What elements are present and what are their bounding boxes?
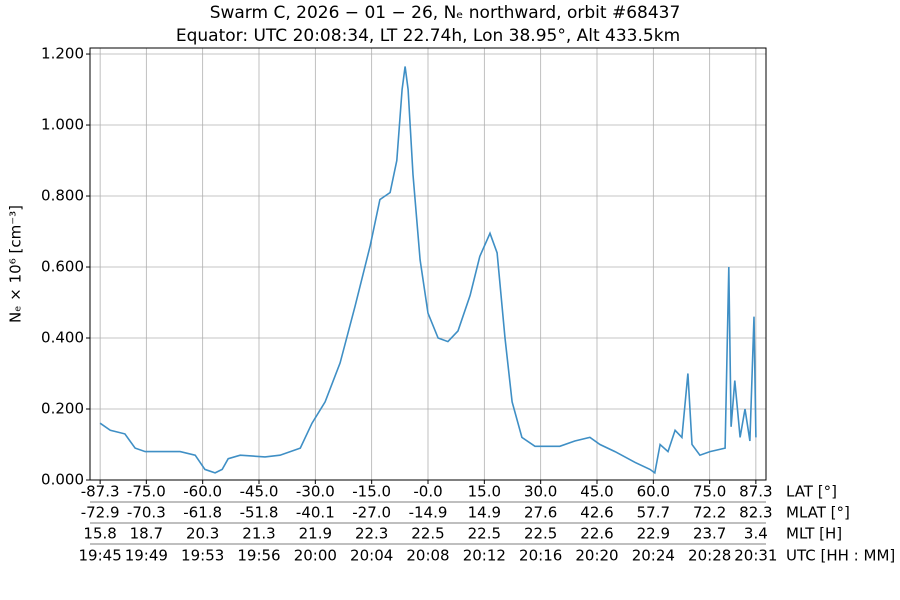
x-tick-row-label: 20:28 — [688, 547, 731, 565]
x-tick-row-label: -40.1 — [296, 504, 335, 522]
x-tick-row-label: 27.6 — [524, 504, 557, 522]
x-tick-row-label: 82.3 — [739, 504, 772, 522]
x-tick-row-label: -70.3 — [127, 504, 166, 522]
x-tick-row-label: 20:16 — [519, 547, 562, 565]
x-tick-row-label: 21.9 — [299, 525, 332, 543]
y-tick-label: 0.600 — [41, 258, 84, 276]
x-tick-row-label: 14.9 — [468, 504, 501, 522]
x-tick-label: 60.0 — [637, 483, 670, 501]
chart-subtitle: Equator: UTC 20:08:34, LT 22.74h, Lon 38… — [176, 26, 680, 46]
x-tick-row-label: 18.7 — [130, 525, 163, 543]
x-axis-label: LAT [°] — [786, 483, 837, 501]
x-tick-row-label: 23.7 — [693, 525, 726, 543]
x-tick-label: -60.0 — [183, 483, 222, 501]
x-tick-row-label: 19:49 — [125, 547, 168, 565]
x-tick-label: -45.0 — [240, 483, 279, 501]
x-tick-row-label: 57.7 — [637, 504, 670, 522]
x-tick-row-label: 22.9 — [637, 525, 670, 543]
x-tick-label: -15.0 — [352, 483, 391, 501]
x-tick-row-label: 72.2 — [693, 504, 726, 522]
x-tick-row-label: -61.8 — [183, 504, 222, 522]
y-tick-label: 1.200 — [41, 45, 84, 63]
x-row-name: MLAT [°] — [786, 504, 850, 522]
x-tick-label: 45.0 — [580, 483, 613, 501]
y-tick-label: 0.200 — [41, 400, 84, 418]
x-tick-row-label: 20:24 — [632, 547, 675, 565]
chart-title: Swarm C, 2026 − 01 − 26, Nₑ northward, o… — [210, 3, 681, 23]
y-tick-label: 0.400 — [41, 329, 84, 347]
x-row-name: UTC [HH : MM] — [786, 547, 895, 565]
x-tick-row-label: 22.3 — [355, 525, 388, 543]
x-tick-row-label: 21.3 — [242, 525, 275, 543]
x-tick-row-label: 19:45 — [79, 547, 122, 565]
x-tick-row-label: 20:00 — [294, 547, 337, 565]
x-tick-row-label: 20:20 — [575, 547, 618, 565]
x-tick-row-label: 22.5 — [411, 525, 444, 543]
x-tick-row-label: -72.9 — [81, 504, 120, 522]
data-line — [99, 66, 757, 475]
x-tick-row-label: 19:53 — [181, 547, 224, 565]
x-tick-row-label: 22.5 — [524, 525, 557, 543]
x-tick-row-label: -27.0 — [352, 504, 391, 522]
x-tick-row-label: 20:04 — [350, 547, 393, 565]
x-tick-label: 15.0 — [468, 483, 501, 501]
y-tick-label: 0.800 — [41, 187, 84, 205]
plot-frame — [89, 47, 767, 481]
x-tick-label: -30.0 — [296, 483, 335, 501]
x-tick-row-label: 19:56 — [237, 547, 280, 565]
x-tick-row-label: 22.6 — [580, 525, 613, 543]
y-axis-label: Nₑ × 10⁶ [cm⁻³] — [7, 205, 25, 323]
x-row-name: MLT [H] — [786, 525, 842, 543]
x-tick-row-label: 20:12 — [463, 547, 506, 565]
x-tick-label: -75.0 — [127, 483, 166, 501]
x-tick-row-label: 15.8 — [83, 525, 116, 543]
x-tick-label: 30.0 — [524, 483, 557, 501]
x-tick-label: 75.0 — [693, 483, 726, 501]
x-tick-row-label: 20.3 — [186, 525, 219, 543]
x-tick-row-label: 22.5 — [468, 525, 501, 543]
x-tick-label: 87.3 — [739, 483, 772, 501]
y-tick-label: 1.000 — [41, 116, 84, 134]
x-tick-row-label: 20:31 — [734, 547, 777, 565]
x-tick-label: -0.0 — [413, 483, 442, 501]
x-tick-row-label: 3.4 — [744, 525, 768, 543]
x-tick-row-label: 42.6 — [580, 504, 613, 522]
y-tick-label: 0.000 — [41, 471, 84, 489]
x-tick-label: -87.3 — [81, 483, 120, 501]
x-tick-row-label: -51.8 — [240, 504, 279, 522]
x-tick-row-label: 20:08 — [406, 547, 449, 565]
x-tick-row-label: -14.9 — [409, 504, 448, 522]
